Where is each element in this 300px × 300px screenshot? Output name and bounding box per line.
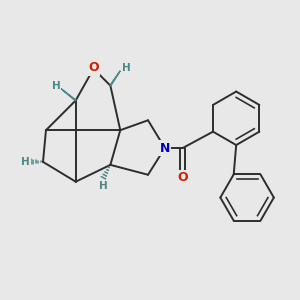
Text: H: H bbox=[21, 157, 29, 167]
Text: N: N bbox=[160, 142, 170, 154]
Polygon shape bbox=[61, 88, 76, 101]
Polygon shape bbox=[110, 71, 120, 86]
Text: O: O bbox=[88, 61, 99, 74]
Text: H: H bbox=[52, 81, 60, 91]
Text: O: O bbox=[177, 171, 188, 184]
Text: H: H bbox=[122, 63, 130, 73]
Text: H: H bbox=[99, 181, 108, 191]
